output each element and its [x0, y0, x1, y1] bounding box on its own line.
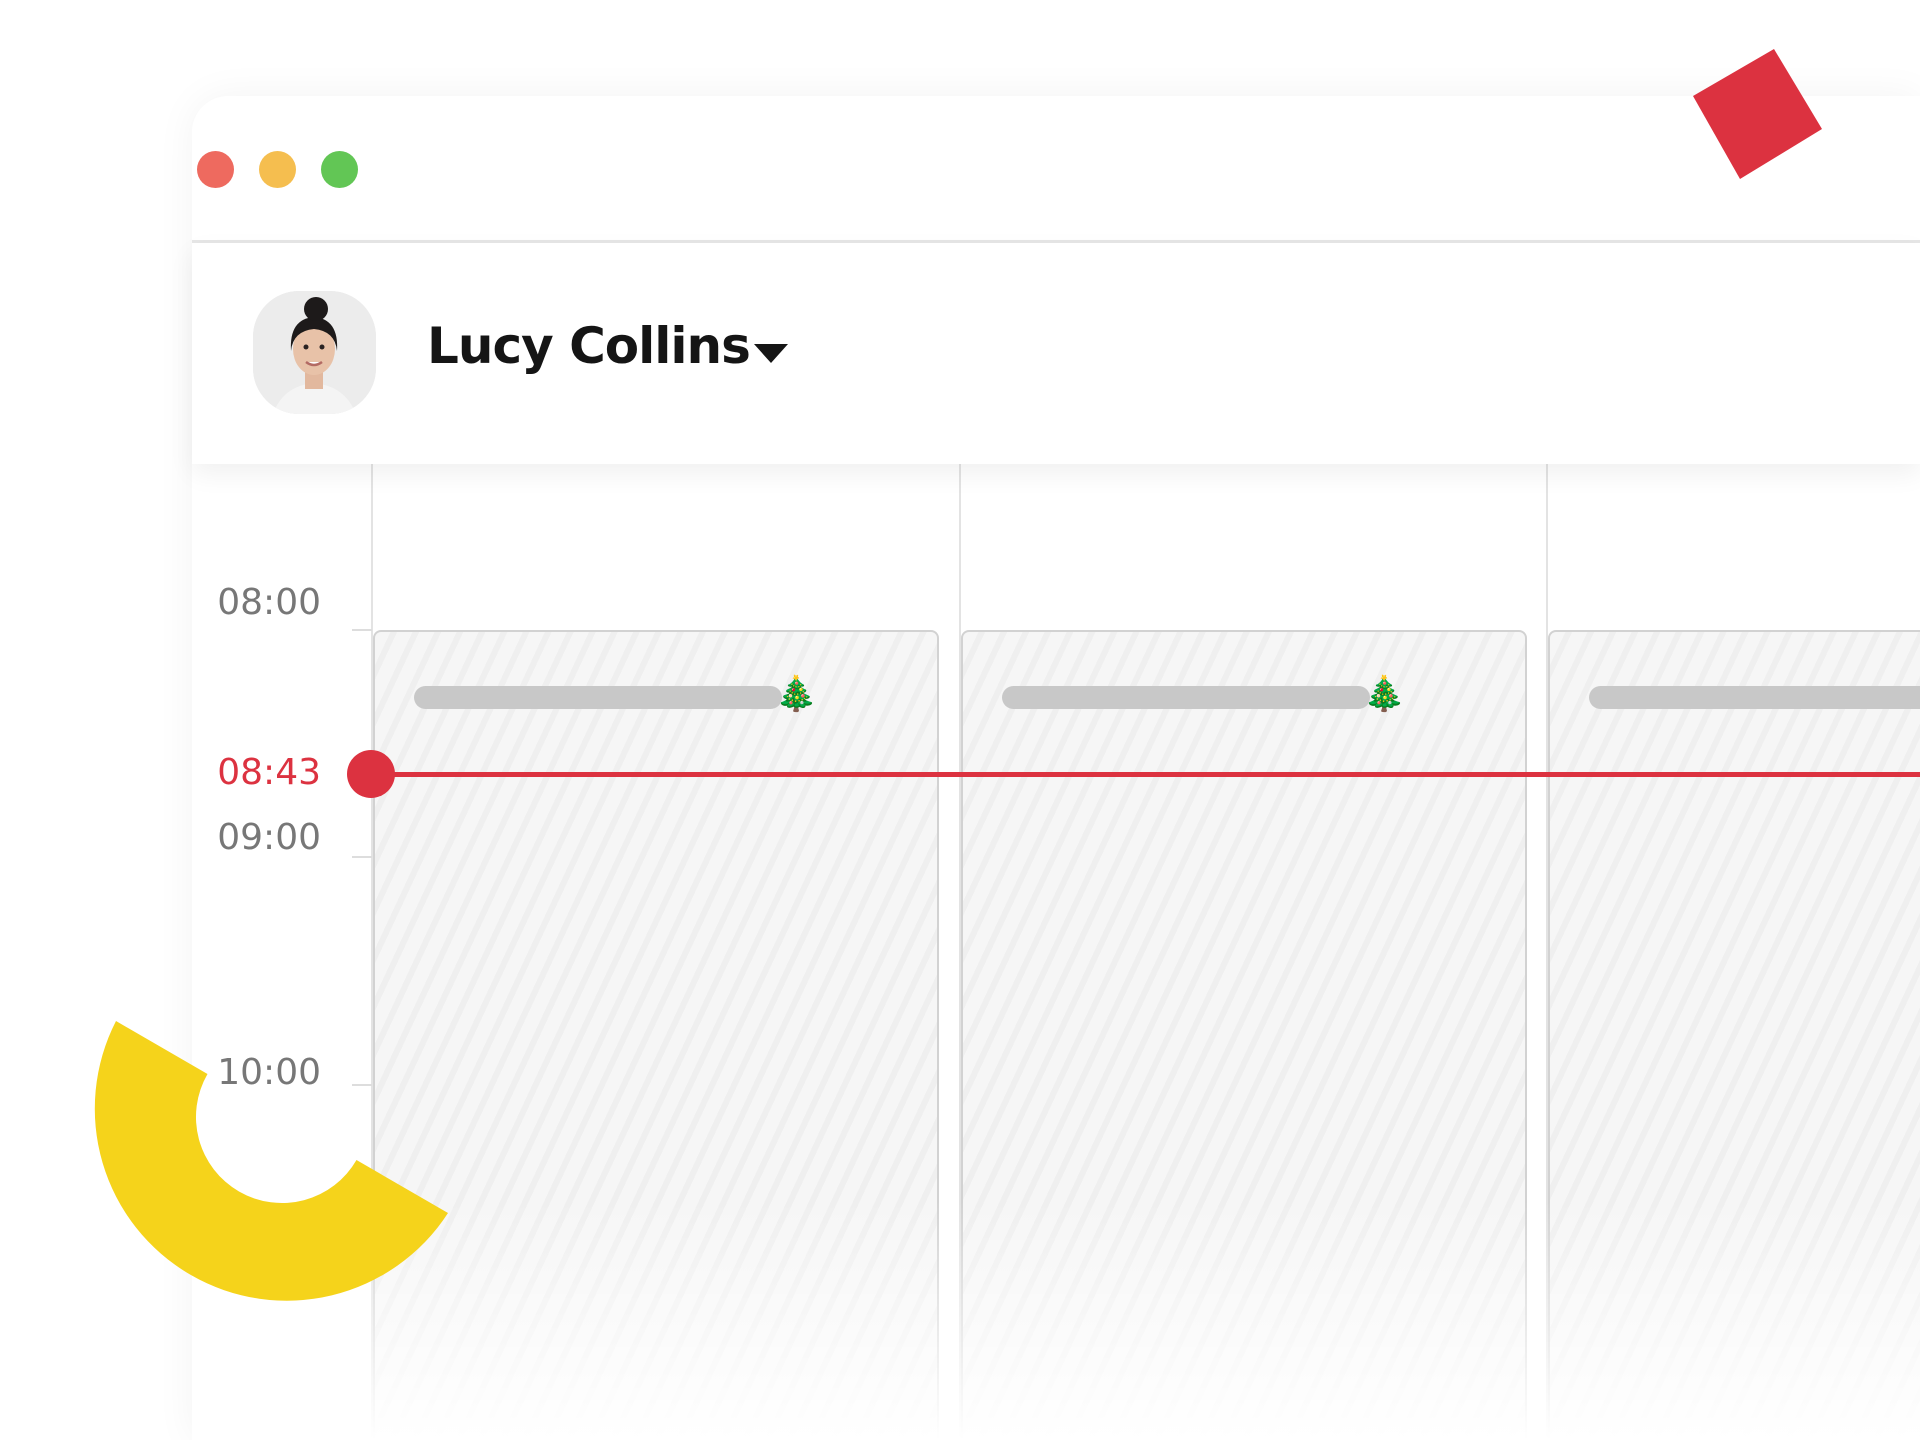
yellow-arc-shape — [94, 1021, 449, 1301]
app-window: Lucy Collins 08:00 09:00 10:00 🎄 🎄 08:43 — [192, 96, 1920, 1440]
time-gutter-divider — [371, 464, 373, 1440]
column-divider — [959, 464, 961, 1440]
bottom-fade — [192, 1200, 1920, 1440]
hour-gridline — [352, 629, 372, 631]
hour-label: 09:00 — [217, 817, 321, 858]
user-name[interactable]: Lucy Collins — [427, 317, 751, 375]
hour-label: 10:00 — [217, 1052, 321, 1093]
hour-label: 08:00 — [217, 582, 321, 623]
current-time-label: 08:43 — [217, 752, 321, 793]
hour-gridline — [352, 1084, 372, 1086]
avatar[interactable] — [253, 291, 376, 414]
current-time-line — [372, 772, 1920, 777]
minimize-button[interactable] — [259, 151, 296, 188]
close-button[interactable] — [197, 151, 234, 188]
event-placeholder-bar — [414, 686, 782, 709]
day-timeline: 08:00 09:00 10:00 🎄 🎄 08:43 — [192, 464, 1920, 1440]
christmas-tree-icon: 🎄 — [775, 674, 818, 714]
event-placeholder-bar — [1589, 686, 1920, 709]
current-time-dot — [347, 750, 395, 798]
column-divider — [1546, 464, 1548, 1440]
christmas-tree-icon: 🎄 — [1363, 674, 1406, 714]
hour-gridline — [352, 856, 372, 858]
event-placeholder-bar — [1002, 686, 1370, 709]
red-diamond-shape — [1693, 49, 1822, 179]
user-photo-icon — [253, 291, 376, 414]
user-header: Lucy Collins — [192, 243, 1920, 464]
caret-down-icon[interactable] — [754, 344, 788, 363]
maximize-button[interactable] — [321, 151, 358, 188]
title-bar — [192, 96, 1920, 243]
